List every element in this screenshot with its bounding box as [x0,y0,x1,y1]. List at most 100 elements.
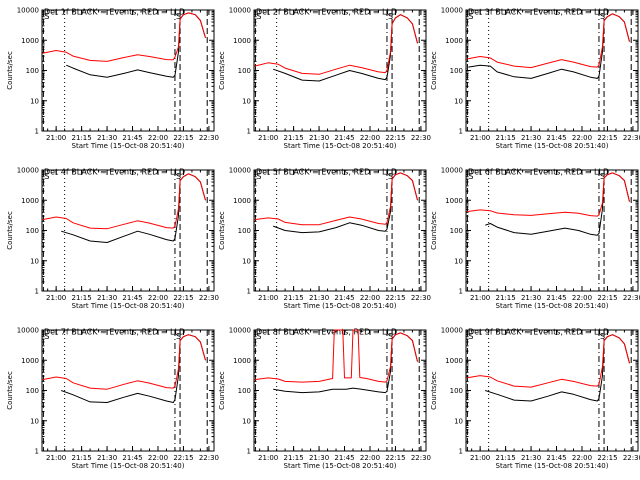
plot-frame [253,9,427,132]
x-axis-label: Start Time (15-Oct-08 20:51:40) [496,142,609,150]
x-tick-label: 22:15 [173,294,193,302]
y-tick-label: 1 [247,448,251,456]
panel-title: Det 3f BLACK = Events, RED = LLD [468,8,609,17]
saa-marker-label: S [600,172,605,181]
x-axis-label: Start Time (15-Oct-08 20:51:40) [496,302,609,310]
x-tick-label: 21:30 [309,134,329,142]
panel-title: Det 7f BLACK = Events, RED = LLD [44,328,185,337]
x-axis-label: Start Time (15-Oct-08 20:51:40) [284,142,397,150]
y-axis-label: Counts/sec [218,211,226,250]
panel-title: Det 2f BLACK = Events, RED = LLD [256,8,397,17]
x-tick-label: 22:15 [173,134,193,142]
x-tick-label: 22:15 [597,454,617,462]
x-tick-label: 21:45 [334,134,354,142]
panel-7: Det 7f BLACK = Events, RED = LLD 1 10 100 10… [6,327,219,471]
y-tick-label: 1000 [21,357,39,365]
x-tick-label: 22:15 [597,294,617,302]
y-tick-label: 10000 [441,167,463,175]
x-tick-label: 22:30 [411,294,431,302]
y-tick-label: 10 [242,417,251,425]
y-tick-label: 1 [35,288,39,296]
panel-title: Det 5f BLACK = Events, RED = LLD [256,168,397,177]
y-tick-label: 100 [238,387,251,395]
x-tick-label: 22:30 [623,134,640,142]
x-tick-label: 21:30 [309,454,329,462]
plot-frame [41,169,215,292]
panel-8: Det 8f BLACK = Events, RED = LLD 1 10 100 10… [218,327,431,471]
y-tick-label: 1 [35,448,39,456]
x-axis-label: Start Time (15-Oct-08 20:51:40) [496,462,609,470]
x-tick-label: 21:30 [97,294,117,302]
lld-series-line [42,173,206,230]
y-tick-label: 10 [30,417,39,425]
y-tick-label: 1000 [445,37,463,45]
lld-series-line [254,329,418,383]
plot-frame [41,329,215,452]
saa-marker-label: S [600,332,605,341]
x-tick-label: 22:00 [360,454,380,462]
x-tick-label: 21:30 [521,294,541,302]
x-axis-label: Start Time (15-Oct-08 20:51:40) [72,142,185,150]
panel-title: Det 9f BLACK = Events, RED = LLD [468,328,609,337]
x-tick-label: 21:30 [521,134,541,142]
y-tick-label: 100 [450,227,463,235]
x-tick-label: 21:45 [122,294,142,302]
x-tick-label: 21:15 [284,294,304,302]
y-tick-label: 100 [238,227,251,235]
y-tick-label: 1 [459,128,463,136]
panel-1: Det 1f BLACK = Events, RED = LLD 1 10 100 10… [6,7,219,151]
y-tick-label: 10 [454,97,463,105]
x-tick-label: 21:00 [46,454,66,462]
events-series-line [485,334,630,402]
x-axis-label: Start Time (15-Oct-08 20:51:40) [284,462,397,470]
x-tick-label: 22:00 [572,134,592,142]
lld-series-line [42,334,206,390]
y-tick-label: 10000 [229,7,251,15]
saa-marker-label: S [176,12,181,21]
x-tick-label: 22:00 [572,294,592,302]
panel-3: Det 3f BLACK = Events, RED = LLD 1 10 100 10… [430,7,640,151]
saa-marker-label: S [388,12,393,21]
y-tick-label: 10 [454,417,463,425]
y-tick-label: 1000 [445,357,463,365]
x-tick-label: 22:30 [411,134,431,142]
x-tick-label: 21:30 [521,454,541,462]
lld-series-line [254,172,418,226]
y-tick-label: 100 [26,387,39,395]
events-series-line [485,172,630,236]
y-axis-label: Counts/sec [218,51,226,90]
y-tick-label: 1 [247,288,251,296]
x-axis-label: Start Time (15-Oct-08 20:51:40) [72,462,185,470]
x-tick-label: 22:30 [623,294,640,302]
x-tick-label: 22:15 [173,454,193,462]
x-tick-label: 21:30 [97,134,117,142]
saa-marker-label: S [600,12,605,21]
y-tick-label: 100 [26,67,39,75]
events-series-line [61,173,206,243]
events-series-line [61,334,206,403]
y-tick-label: 10 [242,97,251,105]
x-tick-label: 21:15 [72,454,92,462]
y-axis-label: Counts/sec [218,371,226,410]
panel-title: Det 6f BLACK = Events, RED = LLD [468,168,609,177]
y-tick-label: 10000 [229,327,251,335]
y-axis-label: Counts/sec [430,371,438,410]
y-tick-label: 1 [35,128,39,136]
y-tick-label: 10000 [441,327,463,335]
x-tick-label: 21:00 [258,134,278,142]
y-axis-label: Counts/sec [430,51,438,90]
x-tick-label: 21:00 [470,454,490,462]
x-tick-label: 22:30 [199,454,219,462]
x-tick-label: 21:00 [470,134,490,142]
y-axis-label: Counts/sec [6,211,14,250]
y-axis-label: Counts/sec [430,211,438,250]
x-axis-label: Start Time (15-Oct-08 20:51:40) [284,302,397,310]
x-tick-label: 22:00 [148,134,168,142]
x-tick-label: 22:00 [148,294,168,302]
saa-marker-label: S [44,12,49,21]
x-tick-label: 21:15 [496,134,516,142]
x-tick-label: 22:15 [385,294,405,302]
y-tick-label: 100 [450,387,463,395]
lld-series-line [466,13,630,69]
